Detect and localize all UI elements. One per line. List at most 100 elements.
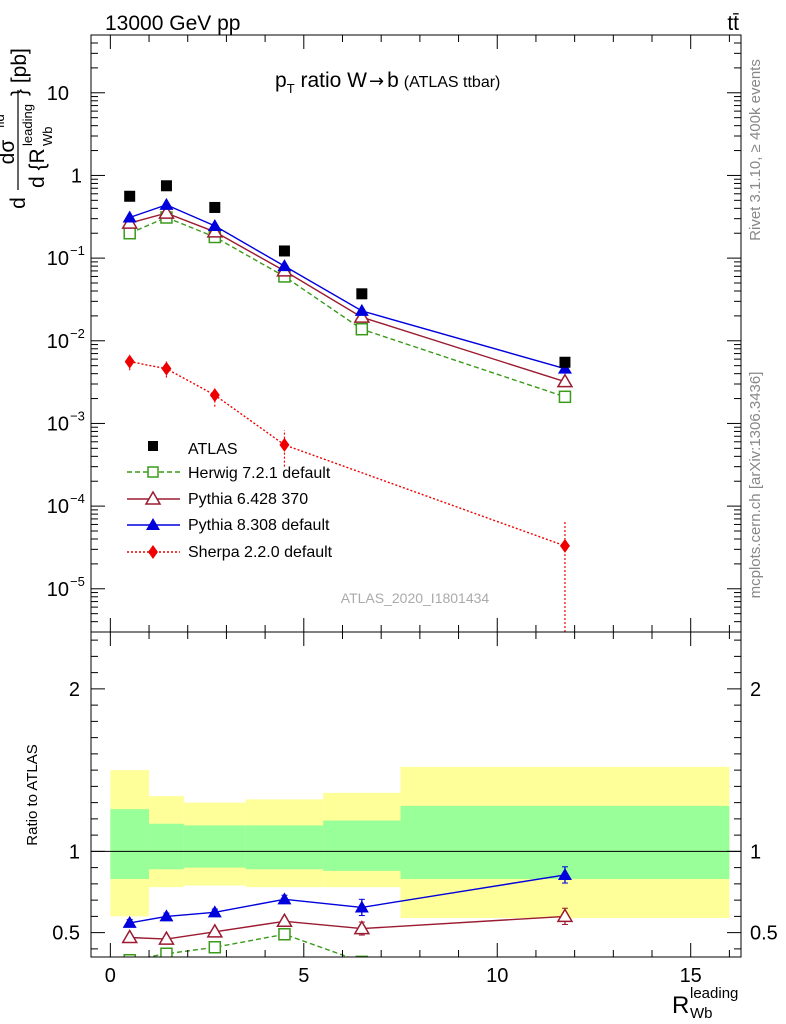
ratio-y-tick-label-right: 2: [750, 679, 761, 701]
pythia8-ratio-point: [277, 892, 292, 905]
ratio-ylabel: Ratio to ATLAS: [24, 744, 41, 845]
herwig-line: [129, 216, 566, 398]
legend-label-atlas: ATLAS: [188, 441, 238, 458]
pythia8-ratio-point: [557, 867, 572, 880]
process-label: tt̄: [727, 12, 739, 35]
y-tick-label: 10: [47, 331, 69, 353]
ylabel-close: } [pb]: [8, 48, 31, 96]
pythia8-ratio-point: [207, 905, 222, 918]
uncertainty-band-inner: [183, 825, 246, 868]
herwig-ratio-point: [278, 928, 291, 941]
ylabel-d: d: [7, 197, 30, 209]
energy-label: 13000 GeV pp: [105, 12, 240, 35]
rivet-label: Rivet 3.1.10, ≥ 400k events: [747, 59, 764, 241]
sherpa-point: [559, 538, 570, 553]
atlas-point: [209, 201, 221, 213]
legend-marker-sherpa: [148, 545, 158, 559]
pythia8-point: [122, 210, 137, 223]
pythia6-ratio-line: [129, 915, 566, 940]
main-ylabel: d dσ fid d {R leading Wb } [pb]: [0, 48, 55, 209]
y-tick-exponent: −5: [70, 574, 85, 589]
xlabel-r: R: [672, 992, 689, 1019]
pythia8-point: [277, 259, 292, 272]
mcplots-label: mcplots.cern.ch [arXiv:1306.3436]: [747, 372, 764, 599]
plot-title: pT ratio W → b (ATLAS ttbar): [275, 69, 500, 96]
pythia6-line: [129, 212, 566, 383]
y-tick-label: 10: [47, 413, 69, 435]
y-tick-exponent: −4: [70, 491, 85, 506]
legend-label-herwig: Herwig 7.2.1 default: [188, 465, 331, 482]
uncertainty-band-inner: [323, 820, 401, 871]
ratio-panel: 0.5 0.5 1 1 2 2 0 5 10 15 Ratio to ATLAS R leadin…: [24, 631, 778, 1022]
title-arrow: →: [369, 71, 384, 92]
ratio-frame: [90, 631, 742, 958]
title-sub: T: [287, 81, 295, 96]
pythia8-ratio-point: [354, 900, 369, 913]
y-tick-label: 10: [47, 496, 69, 518]
ratio-plot-marks: [91, 766, 741, 957]
herwig-point: [123, 226, 136, 240]
sherpa-point: [124, 354, 135, 369]
ratio-y-tick-label: 0.5: [52, 923, 80, 945]
herwig-ratio-point: [355, 955, 369, 957]
atlas-point: [160, 180, 172, 192]
pythia6-ratio-point: [121, 929, 138, 944]
x-tick-label: 5: [298, 965, 309, 987]
pythia8-point: [159, 197, 174, 210]
ratio-axes: 0.5 0.5 1 1 2 2 0 5 10 15: [52, 632, 778, 987]
atlas-point: [124, 190, 136, 202]
herwig-ratio-line: [144, 933, 351, 957]
pythia6-ratio-point: [276, 912, 293, 927]
pythia8-point: [207, 218, 222, 231]
sherpa-point: [209, 388, 220, 403]
herwig-point: [355, 322, 369, 336]
main-plot-marks: [121, 180, 574, 632]
pythia6-ratio-point: [158, 930, 175, 945]
x-tick-label: 15: [680, 965, 702, 987]
atlas-point: [356, 288, 368, 300]
ylabel-wb: Wb: [40, 127, 55, 147]
legend-label-sherpa: Sherpa 2.2.0 default: [188, 544, 333, 561]
y-tick-label: 1: [71, 165, 82, 187]
uncertainty-band-inner: [245, 825, 324, 870]
ratio-y-tick-label-right: 1: [750, 841, 761, 863]
ratio-y-tick-label: 1: [69, 841, 80, 863]
legend-marker-pythia6: [144, 490, 162, 505]
legend-marker-herwig: [147, 466, 159, 478]
x-tick-label: 10: [486, 965, 508, 987]
legend-marker-pythia8: [146, 518, 160, 530]
x-axis-label: R leading Wb: [672, 985, 738, 1022]
uncertainty-band-inner: [110, 809, 150, 879]
pythia8-point: [354, 303, 369, 316]
xlabel-sub: Wb: [690, 1005, 713, 1022]
pythia8-ratio-line: [129, 874, 566, 924]
analysis-watermark: ATLAS_2020_I1801434: [341, 590, 490, 606]
y-tick-exponent: −3: [70, 408, 85, 423]
pythia8-line: [129, 204, 566, 370]
main-frame: [90, 34, 742, 633]
legend-label-pythia8: Pythia 8.308 default: [188, 517, 330, 534]
pythia6-point: [158, 204, 175, 219]
title-p: p: [275, 69, 287, 92]
atlas-point: [278, 245, 290, 257]
title-b: b: [387, 69, 399, 92]
herwig-ratio-point: [208, 941, 222, 954]
atlas-point: [559, 356, 571, 368]
sherpa-point: [279, 437, 290, 452]
herwig-point: [558, 390, 572, 404]
title-rest: ratio W: [295, 69, 368, 92]
ratio-y-tick-label-right: 0.5: [750, 923, 778, 945]
ylabel-d2: d {R: [26, 148, 49, 188]
y-tick-exponent: −1: [70, 243, 85, 258]
herwig-ratio-point: [123, 954, 136, 957]
x-tick-label: 0: [105, 965, 116, 987]
legend-label-pythia6: Pythia 6.428 370: [188, 491, 308, 508]
title-small: (ATLAS ttbar): [404, 74, 501, 91]
xlabel-sup: leading: [690, 985, 738, 1002]
ylabel-leading: leading: [20, 104, 35, 146]
pythia6-point: [353, 308, 371, 323]
pythia6-ratio-point: [353, 920, 371, 935]
